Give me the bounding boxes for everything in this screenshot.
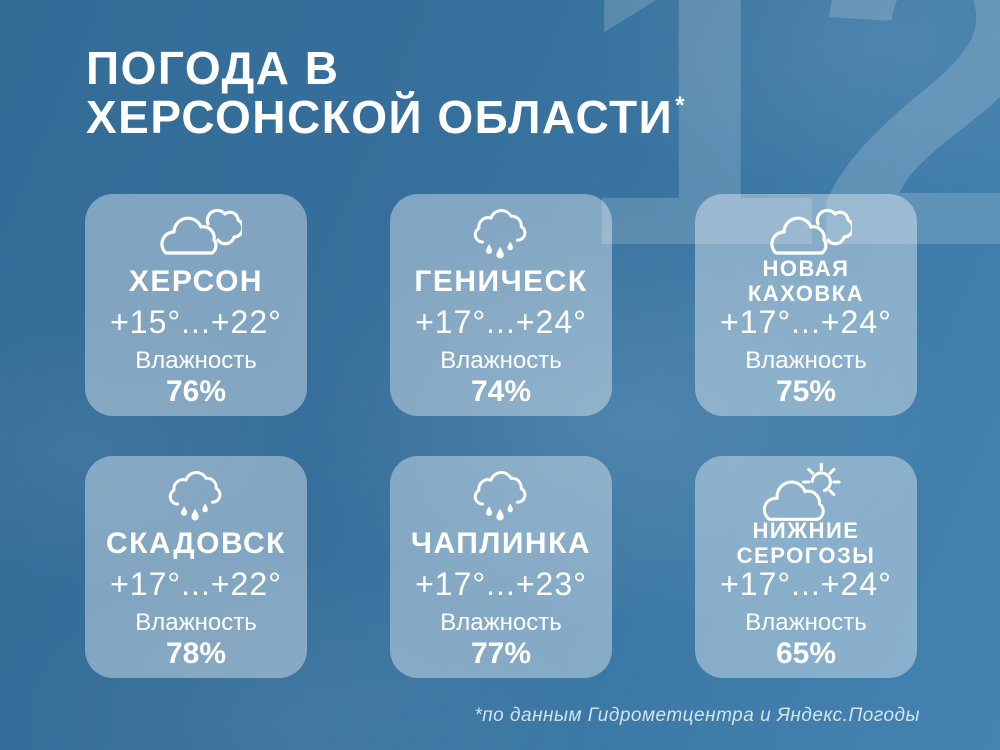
weather-card-kherson: ХЕРСОН +15°...+22° Влажность 76% [85, 194, 307, 416]
humidity-value: 75% [775, 375, 837, 408]
clouds-icon [695, 200, 917, 262]
title-asterisk: * [675, 91, 686, 119]
city-name: НИЖНИЕ СЕРОГОЗЫ [736, 518, 876, 568]
humidity-value: 76% [165, 375, 227, 408]
city-name: ХЕРСОН [128, 265, 264, 299]
humidity-label: Влажность [440, 347, 562, 374]
cloud-sun-icon [695, 462, 917, 524]
clouds-icon [85, 200, 307, 262]
temperature-range: +15°...+22° [110, 304, 282, 340]
temperature-range: +17°...+24° [720, 566, 892, 602]
weather-card-chaplinka: ЧАПЛИНКА +17°...+23° Влажность 77% [390, 456, 612, 678]
humidity-label: Влажность [135, 347, 257, 374]
humidity-label: Влажность [745, 347, 867, 374]
humidity-value: 74% [470, 375, 532, 408]
humidity-value: 65% [775, 637, 837, 670]
city-name: НОВАЯ КАХОВКА [747, 256, 865, 306]
weather-card-novaya-kakhovka: НОВАЯ КАХОВКА +17°...+24° Влажность 75% [695, 194, 917, 416]
title-line-1: ПОГОДА В [86, 42, 340, 94]
watermark-12: 12 [573, 0, 1000, 340]
humidity-label: Влажность [440, 609, 562, 636]
weather-card-nizhnie-serogozy: НИЖНИЕ СЕРОГОЗЫ +17°...+24° Влажность 65… [695, 456, 917, 678]
weather-card-genichesk: ГЕНИЧЕСК +17°...+24° Влажность 74% [390, 194, 612, 416]
city-name: ГЕНИЧЕСК [414, 265, 588, 299]
humidity-label: Влажность [745, 609, 867, 636]
city-name: СКАДОВСК [106, 527, 286, 561]
title-line-2: ХЕРСОНСКОЙ ОБЛАСТИ [86, 90, 674, 143]
city-name: ЧАПЛИНКА [410, 527, 592, 561]
humidity-label: Влажность [135, 609, 257, 636]
weather-card-skadovsk: СКАДОВСК +17°...+22° Влажность 78% [85, 456, 307, 678]
temperature-range: +17°...+24° [720, 304, 892, 340]
page-title: ПОГОДА В ХЕРСОНСКОЙ ОБЛАСТИ* [86, 44, 686, 142]
rain-cloud-icon [85, 462, 307, 524]
cards-grid: ХЕРСОН +15°...+22° Влажность 76% ГЕНИЧЕС… [85, 194, 917, 678]
temperature-range: +17°...+23° [415, 566, 587, 602]
temperature-range: +17°...+22° [110, 566, 282, 602]
humidity-value: 78% [165, 637, 227, 670]
footer-note: *по данным Гидрометцентра и Яндекс.Погод… [474, 705, 920, 726]
temperature-range: +17°...+24° [415, 304, 587, 340]
rain-cloud-icon [390, 200, 612, 262]
humidity-value: 77% [470, 637, 532, 670]
rain-cloud-icon [390, 462, 612, 524]
